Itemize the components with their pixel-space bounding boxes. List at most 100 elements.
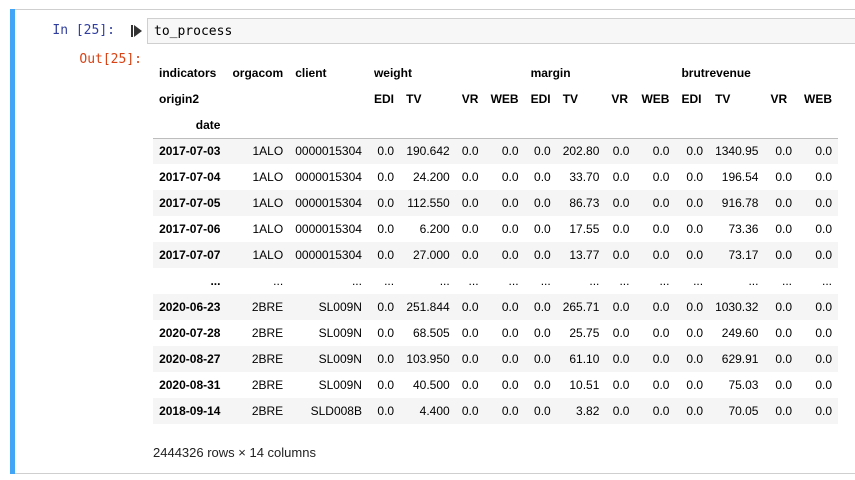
cell-brutrevenue: ...	[693, 274, 704, 288]
row-index-date: 2017-07-05	[159, 196, 221, 210]
code-input[interactable]: to_process	[147, 18, 855, 44]
table-row: 2020-08-31 2BRE SL009N 0.0 40.500 0.0 0.0 0.0 10…	[153, 372, 843, 398]
cell-weight: 0.0	[461, 248, 479, 262]
cell-orgacom: 1ALO	[252, 196, 284, 210]
cell-weight: 0.0	[377, 404, 395, 418]
column-group-margin: margin	[530, 66, 571, 80]
cell-weight: 27.000	[413, 248, 450, 262]
cell-brutrevenue: 0.0	[815, 248, 832, 262]
cell-brutrevenue: 0.0	[775, 144, 792, 159]
cell-bottom-border	[10, 473, 855, 474]
cell-weight: 0.0	[461, 144, 479, 159]
cell-margin: 10.51	[569, 378, 600, 392]
cell-brutrevenue: 0.0	[815, 222, 832, 236]
cell-margin: 0.0	[612, 248, 630, 262]
cell-brutrevenue: 0.0	[815, 326, 832, 340]
cell-margin: 0.0	[534, 404, 551, 418]
cell-margin: 0.0	[652, 144, 670, 159]
cell-brutrevenue: ...	[748, 274, 759, 288]
column-group-brutrevenue: brutrevenue	[681, 66, 751, 80]
cell-brutrevenue: 0.0	[775, 326, 792, 340]
table-row: 2017-07-07 1ALO 0000015304 0.0 27.000 0.0 0.0 0…	[153, 242, 843, 268]
cell-brutrevenue: ...	[821, 274, 832, 288]
table-row: 2018-09-14 2BRE SLD008B 0.0 4.400 0.0 0.0 0.0 3.…	[153, 398, 843, 424]
run-cell-icon[interactable]	[131, 24, 143, 38]
cell-weight: 0.0	[377, 300, 395, 314]
row-index-date: 2017-07-06	[159, 222, 221, 236]
table-row: 2017-07-05 1ALO 0000015304 0.0 112.550 0.0 0.0…	[153, 190, 843, 216]
row-index-date: 2020-07-28	[159, 326, 221, 340]
selected-cell-indicator	[10, 9, 15, 474]
cell-margin: 0.0	[612, 352, 630, 366]
cell-margin: 0.0	[652, 404, 670, 418]
cell-margin: 0.0	[612, 300, 630, 314]
subcolumn-brutrevenue-vr: VR	[770, 92, 788, 106]
cell-weight: 0.0	[377, 170, 395, 184]
cell-margin: 86.73	[569, 196, 600, 210]
cell-brutrevenue: 0.0	[686, 352, 704, 366]
cell-brutrevenue: 1030.32	[715, 300, 759, 314]
cell-client: 0000015304	[295, 170, 362, 184]
cell-brutrevenue: 0.0	[686, 378, 704, 392]
input-prompt: In [25]:	[52, 23, 115, 38]
cell-orgacom: 1ALO	[252, 248, 284, 262]
row-index-date: 2017-07-04	[159, 170, 221, 184]
cell-brutrevenue: 0.0	[775, 170, 792, 184]
cell-brutrevenue: 0.0	[775, 222, 792, 236]
row-index-date: 2017-07-07	[159, 248, 221, 262]
cell-brutrevenue: 0.0	[775, 300, 792, 314]
header-row-index-name: date	[153, 112, 843, 139]
cell-weight: 0.0	[461, 170, 479, 184]
cell-weight: 0.0	[461, 378, 479, 392]
cell-brutrevenue: 0.0	[815, 144, 832, 159]
subcolumn-margin-vr: VR	[611, 92, 629, 106]
cell-weight: 0.0	[501, 248, 519, 262]
cell-brutrevenue: 0.0	[686, 222, 704, 236]
cell-client: 0000015304	[295, 248, 362, 262]
cell-weight: 0.0	[461, 300, 479, 314]
cell-client: 0000015304	[295, 222, 362, 236]
dataframe-table: indicators orgacom client weight margin …	[153, 60, 843, 424]
cell-brutrevenue: 0.0	[775, 378, 792, 392]
cell-margin: 0.0	[612, 196, 630, 210]
cell-weight: 0.0	[501, 170, 519, 184]
cell-weight: 68.505	[413, 326, 450, 340]
cell-brutrevenue: 0.0	[775, 248, 792, 262]
cell-brutrevenue: 0.0	[815, 404, 832, 418]
cell-margin: 0.0	[652, 352, 670, 366]
dataframe-output: indicators orgacom client weight margin …	[153, 60, 843, 470]
cell-brutrevenue: 0.0	[815, 300, 832, 314]
cell-margin: 202.80	[562, 144, 600, 159]
cell-brutrevenue: 0.0	[815, 196, 832, 210]
cell-orgacom: 2BRE	[251, 378, 284, 392]
cell-top-border	[10, 9, 855, 10]
cell-weight: 0.0	[501, 300, 519, 314]
subcolumn-brutrevenue-tv: TV	[715, 92, 731, 106]
row-index-date: 2020-06-23	[159, 300, 221, 314]
cell-weight: 0.0	[377, 144, 395, 159]
cell-weight: 190.642	[406, 144, 450, 159]
cell-brutrevenue: 0.0	[686, 196, 704, 210]
cell-margin: 0.0	[534, 170, 551, 184]
cell-weight: 0.0	[501, 222, 519, 236]
cell-weight: ...	[508, 274, 519, 288]
cell-orgacom: 1ALO	[252, 170, 284, 184]
column-level-name-2: origin2	[159, 92, 200, 106]
cell-weight: 0.0	[501, 378, 519, 392]
cell-margin: 0.0	[612, 170, 630, 184]
cell-margin: 61.10	[569, 352, 600, 366]
output-prompt: Out[25]:	[79, 52, 142, 67]
cell-margin: 0.0	[652, 248, 670, 262]
table-row: 2020-07-28 2BRE SL009N 0.0 68.505 0.0 0.0 0.0 25…	[153, 320, 843, 346]
subcolumn-brutrevenue-web: WEB	[804, 92, 832, 106]
cell-brutrevenue: 0.0	[775, 196, 792, 210]
cell-weight: 112.550	[407, 196, 450, 210]
cell-brutrevenue: 0.0	[775, 352, 792, 366]
cell-margin: 0.0	[612, 222, 630, 236]
cell-margin: 0.0	[612, 144, 630, 159]
subcolumn-margin-web: WEB	[641, 92, 670, 106]
cell-margin: 0.0	[534, 248, 551, 262]
subcolumn-weight-vr: VR	[461, 92, 479, 106]
subcolumn-margin-edi: EDI	[530, 92, 551, 106]
